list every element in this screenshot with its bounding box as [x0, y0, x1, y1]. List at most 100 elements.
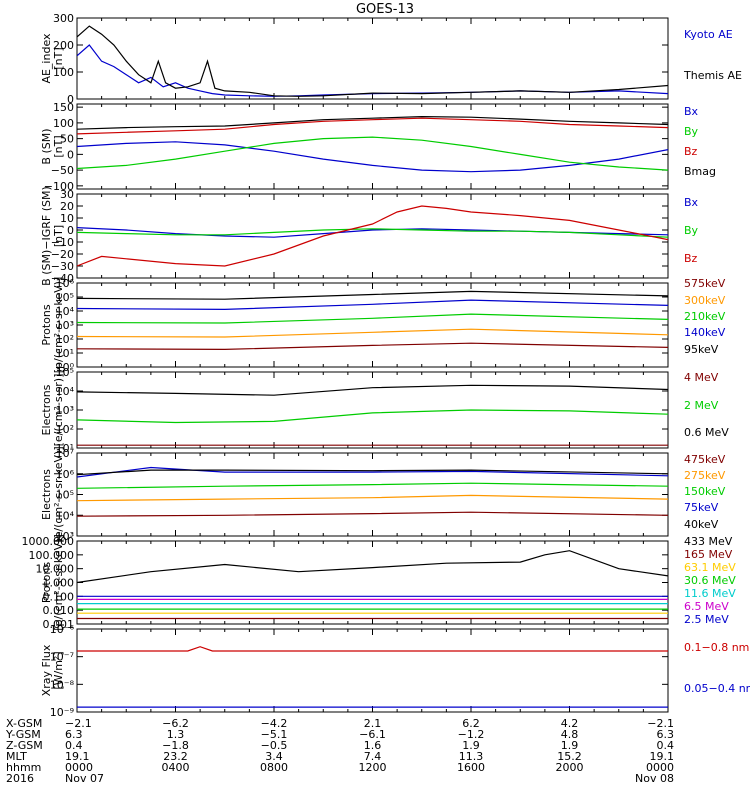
- x-axis-value: 3.4: [265, 750, 283, 763]
- panel-frame: [76, 193, 669, 279]
- y-axis-label: [e/(cm²-s-sr)]: [52, 374, 65, 447]
- y-tick-label: 0: [67, 148, 74, 161]
- x-axis-value: Nov 07: [65, 772, 104, 785]
- x-axis-value: 1600: [457, 761, 485, 774]
- series-line-300kev: [77, 328, 668, 338]
- y-tick-label: 1.000: [43, 577, 75, 590]
- x-axis-value: 4.2: [561, 717, 579, 730]
- series-line-0-1-0-8-nm: [77, 646, 668, 652]
- series-line-themis-ae: [77, 25, 668, 97]
- y-tick-label: 10.000: [36, 563, 75, 576]
- legend-entry: 0.1−0.8 nm: [684, 641, 749, 654]
- x-axis-value: −1.8: [162, 739, 189, 752]
- legend-entry: Bx: [684, 196, 699, 209]
- y-tick-label: 10⁴: [56, 385, 75, 398]
- series-line-95kev: [77, 290, 668, 300]
- panel-frame: [76, 540, 669, 625]
- y-tick-label: 10⁶: [56, 468, 75, 481]
- y-tick-label: 10⁷: [56, 447, 74, 460]
- y-tick-label: 10⁵: [56, 291, 74, 304]
- y-tick-label: 200: [53, 39, 74, 52]
- series-group: [77, 115, 668, 173]
- x-axis-row-label: hhmm: [6, 761, 41, 774]
- y-axis-label: AE_index: [40, 33, 53, 84]
- series-line-150kev: [77, 482, 668, 489]
- series-line-by: [77, 136, 668, 171]
- x-axis-value: 0.4: [65, 739, 83, 752]
- series-line-275kev: [77, 494, 668, 502]
- x-axis-value: 6.2: [462, 717, 480, 730]
- legend-entry: 40keV: [684, 518, 719, 531]
- y-tick-label: 10⁻⁹: [50, 706, 74, 719]
- y-axis-label: [W/m²]: [52, 651, 65, 689]
- y-tick-label: 100: [53, 66, 74, 79]
- x-axis-value: 1200: [359, 761, 387, 774]
- legend-entry: 4 MeV: [684, 371, 719, 384]
- x-axis-table: X-GSM −2.1 −6.2 −4.2 2.1 6.2 4.2 −2.1 Y-GSM 6.3 1.…: [5, 717, 674, 785]
- y-axis-label: Protons: [40, 304, 53, 345]
- legend-entry: 140keV: [684, 326, 726, 339]
- legend-entry: 63.1 MeV: [684, 561, 736, 574]
- legend-entry: By: [684, 125, 699, 138]
- series-line-bz: [77, 117, 668, 135]
- y-tick-label: 10²: [56, 423, 74, 436]
- y-axis-label: B (SM)−IGRF (SM): [40, 186, 53, 286]
- legend-entry: 210keV: [684, 310, 726, 323]
- legend-entry: 575keV: [684, 277, 726, 290]
- y-axis-label: [nT]: [52, 47, 65, 69]
- series-line-140kev: [77, 299, 668, 311]
- x-axis-value: −6.1: [359, 728, 386, 741]
- y-axis-label: [p/(cm²-s-sr-keV)]: [52, 277, 65, 374]
- x-axis-value: 7.4: [364, 750, 382, 763]
- y-tick-label: 0.010: [43, 604, 75, 617]
- panel-frame: [76, 452, 669, 537]
- y-tick-label: 10⁵: [56, 489, 74, 502]
- y-tick-label: 10⁶: [56, 277, 75, 290]
- y-axis-label: Protons: [40, 562, 53, 603]
- series-group: [77, 466, 668, 517]
- y-tick-label: 10²: [56, 333, 74, 346]
- series-line-by: [77, 228, 668, 238]
- panel-xray: 10⁻⁹ 10⁻⁸ 10⁻⁷ 10⁻⁶ Xray Flux [W/m²] 0.1−0.8 n…: [40, 623, 750, 719]
- legend-entry: 2 MeV: [684, 399, 719, 412]
- y-tick-label: −20: [51, 248, 74, 261]
- legend-entry: Themis AE: [683, 69, 742, 82]
- x-axis-value: 1.9: [561, 739, 579, 752]
- legend-entry: 150keV: [684, 485, 726, 498]
- y-tick-label: −50: [51, 164, 74, 177]
- y-tick-label: 10: [60, 212, 74, 225]
- y-tick-label: 10³: [56, 530, 74, 543]
- legend-entry: By: [684, 224, 699, 237]
- legend-entry: Bz: [684, 252, 698, 265]
- y-tick-label: 10⁵: [56, 366, 74, 379]
- legend-entry: 433 MeV: [684, 535, 733, 548]
- x-axis-value: −2.1: [647, 717, 674, 730]
- y-axis-label: [e/(cm²-s-sr-keV)]: [52, 446, 65, 542]
- series-line-bz: [77, 205, 668, 267]
- x-axis-value: 1.3: [167, 728, 185, 741]
- legend-entry: 475keV: [684, 453, 726, 466]
- series-group: [77, 550, 668, 620]
- y-tick-label: 50: [60, 133, 74, 146]
- panel-bsm: −100 −50 0 50 100 150 B (SM) [nT] Bx By Bz Bmag: [40, 101, 716, 193]
- x-axis-value: 0400: [162, 761, 190, 774]
- series-group: [77, 646, 668, 708]
- x-axis-value: 6.3: [657, 728, 675, 741]
- series-group: [77, 384, 668, 446]
- y-tick-label: −100: [44, 180, 74, 193]
- x-axis-value: −2.1: [65, 717, 92, 730]
- y-tick-label: 0.100: [43, 590, 75, 603]
- x-axis-row-label: 2016: [6, 772, 34, 785]
- legend-entry: Kyoto AE: [684, 28, 733, 41]
- y-tick-label: 100: [53, 117, 74, 130]
- panel-protons_mev: 0.0010.0100.1001.00010.000100.0001000.00…: [22, 534, 737, 631]
- x-axis-value: 2000: [556, 761, 584, 774]
- series-line-40kev: [77, 469, 668, 476]
- x-axis-value: 19.1: [65, 750, 90, 763]
- y-axis-label: Xray Flux: [40, 644, 53, 696]
